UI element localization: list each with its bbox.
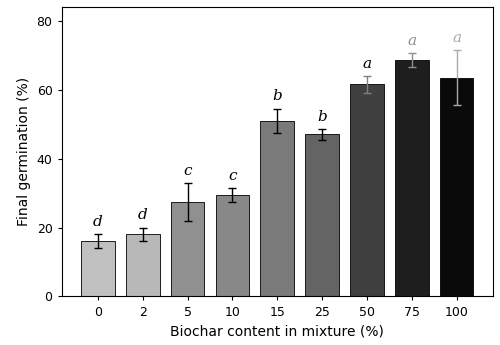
Text: a: a bbox=[452, 31, 461, 45]
Y-axis label: Final germination (%): Final germination (%) bbox=[17, 77, 31, 226]
Text: d: d bbox=[93, 215, 103, 229]
Bar bbox=[395, 60, 428, 296]
Text: d: d bbox=[138, 208, 147, 223]
Text: c: c bbox=[184, 164, 192, 178]
X-axis label: Biochar content in mixture (%): Biochar content in mixture (%) bbox=[170, 324, 384, 338]
Text: b: b bbox=[318, 110, 327, 124]
Bar bbox=[306, 135, 339, 296]
Text: a: a bbox=[407, 34, 416, 48]
Bar bbox=[216, 195, 250, 296]
Text: b: b bbox=[272, 89, 282, 104]
Bar bbox=[81, 241, 115, 296]
Bar bbox=[440, 78, 474, 296]
Bar bbox=[350, 85, 384, 296]
Bar bbox=[171, 202, 204, 296]
Text: c: c bbox=[228, 169, 236, 183]
Bar bbox=[260, 121, 294, 296]
Bar bbox=[126, 235, 160, 296]
Text: a: a bbox=[362, 57, 372, 71]
